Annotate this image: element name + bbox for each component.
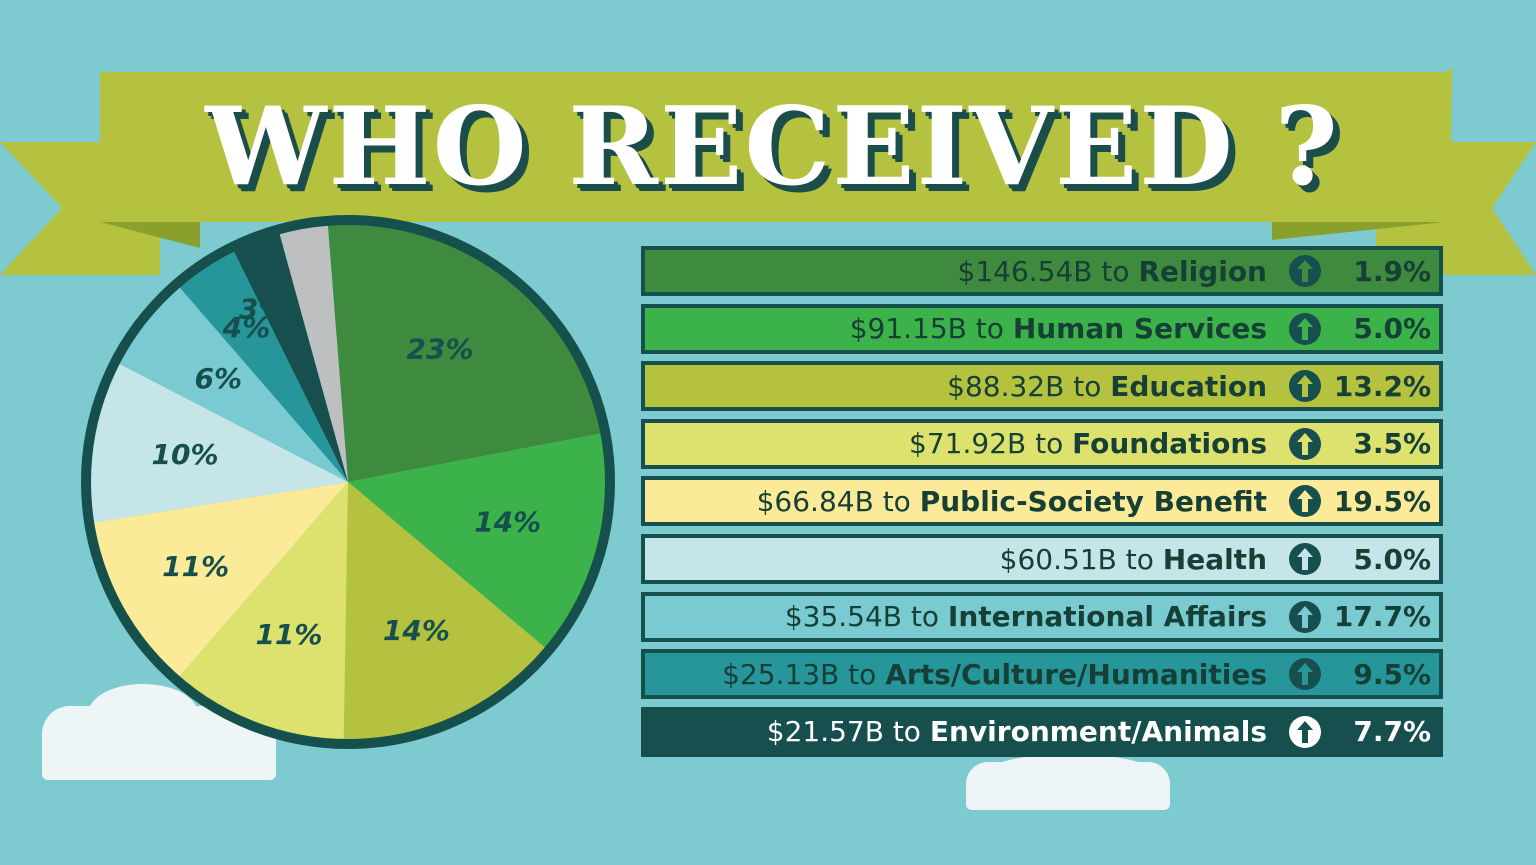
pie-slice-label: 4% <box>222 311 271 344</box>
pie-slice <box>348 432 610 651</box>
table-row: $66.84B to Public-Society Benefit 19.5% <box>641 476 1443 527</box>
pie-slice <box>343 482 549 744</box>
up-arrow-icon <box>1289 658 1321 691</box>
pie-slice-label: 11% <box>255 618 322 651</box>
row-category: Environment/Animals <box>929 715 1267 749</box>
up-arrow-icon <box>1289 370 1321 403</box>
row-change-percent: 5.0% <box>1353 312 1431 346</box>
row-label: $25.13B to Arts/Culture/Humanities <box>722 658 1289 691</box>
pie-slice-label: 6% <box>195 362 243 395</box>
up-arrow-icon <box>1289 600 1321 633</box>
table-row: $71.92B to Foundations 3.5% <box>641 418 1443 469</box>
cloud-left-puff <box>88 684 198 744</box>
pie-slice-label: 14% <box>474 506 541 539</box>
row-amount: $88.32B to <box>947 369 1102 403</box>
page-title: WHO RECEIVED ? <box>205 84 1340 210</box>
banner-fold-left <box>100 222 200 248</box>
pie-slice-label: 10% <box>152 438 219 471</box>
row-category: Health <box>1162 542 1267 576</box>
cloud-right-puff <box>985 754 1155 794</box>
row-amount: $146.54B to <box>957 254 1130 288</box>
up-arrow-icon <box>1289 312 1321 345</box>
row-label: $21.57B to Environment/Animals <box>767 715 1289 748</box>
pie-slice <box>86 361 349 524</box>
row-category: Religion <box>1138 254 1267 288</box>
row-change-percent: 9.5% <box>1353 657 1431 691</box>
table-row: $25.13B to Arts/Culture/Humanities 9.5% <box>641 649 1443 700</box>
row-category: Arts/Culture/Humanities <box>885 657 1267 691</box>
title-banner <box>0 68 1536 275</box>
row-change-percent: 19.5% <box>1333 484 1431 518</box>
up-arrow-icon <box>1289 485 1321 518</box>
row-category: Public-Society Benefit <box>919 484 1267 518</box>
up-arrow-icon <box>1289 427 1321 460</box>
row-amount: $25.13B to <box>722 657 877 691</box>
row-change-percent: 7.7% <box>1353 715 1431 749</box>
row-category: Human Services <box>1012 312 1267 346</box>
row-label: $66.84B to Public-Society Benefit <box>757 485 1289 518</box>
row-label: $88.32B to Education <box>947 370 1289 403</box>
pie-slice <box>327 220 606 482</box>
table-row: $146.54B to Religion 1.9% <box>641 246 1443 296</box>
table-row: $60.51B to Health 5.0% <box>641 534 1443 584</box>
row-label: $60.51B to Health <box>1000 543 1289 576</box>
pie-slice-label: 3% <box>239 293 287 326</box>
table-row: $35.54B to International Affairs 17.7% <box>641 591 1443 642</box>
pie-slice <box>278 220 348 482</box>
row-label: $146.54B to Religion <box>958 255 1289 288</box>
row-change-percent: 3.5% <box>1353 427 1431 461</box>
up-arrow-icon <box>1289 543 1321 575</box>
row-category: Education <box>1110 369 1267 403</box>
row-change-percent: 5.0% <box>1353 542 1431 576</box>
row-change-percent: 17.7% <box>1333 600 1431 634</box>
row-amount: $66.84B to <box>756 484 911 518</box>
row-category: Foundations <box>1072 427 1267 461</box>
row-label: $35.54B to International Affairs <box>785 600 1289 633</box>
row-change-percent: 1.9% <box>1353 254 1431 288</box>
up-arrow-icon <box>1289 255 1321 287</box>
row-label: $71.92B to Foundations <box>909 427 1289 460</box>
row-amount: $60.51B to <box>999 542 1154 576</box>
banner-main <box>100 68 1452 222</box>
pie-slice <box>176 247 348 482</box>
table-row: $88.32B to Education 13.2% <box>641 361 1443 412</box>
up-arrow-icon <box>1289 715 1321 748</box>
pie-slice-label: 11% <box>162 550 229 583</box>
row-category: International Affairs <box>947 600 1267 634</box>
row-amount: $21.57B to <box>766 715 921 749</box>
row-amount: $35.54B to <box>784 600 940 634</box>
pie-slice <box>115 283 348 482</box>
pie-slice <box>176 482 348 744</box>
table-row: $21.57B to Environment/Animals 7.7% <box>641 706 1443 757</box>
pie-outline <box>81 215 615 749</box>
table-row: $91.15B to Human Services 5.0% <box>641 303 1443 354</box>
pie-slice <box>89 482 349 680</box>
pie-chart: 23% 14% 14% 11% 11% 10% 6% 4%3% <box>81 215 615 749</box>
row-amount: $91.15B to <box>849 312 1004 346</box>
pie-slice-label: 14% <box>383 614 450 647</box>
row-amount: $71.92B to <box>909 427 1064 461</box>
banner-fold-right <box>1272 222 1445 240</box>
pie-slice-label: 23% <box>407 333 474 366</box>
pie-slice <box>231 229 348 482</box>
row-label: $91.15B to Human Services <box>850 312 1289 345</box>
row-change-percent: 13.2% <box>1333 369 1431 403</box>
